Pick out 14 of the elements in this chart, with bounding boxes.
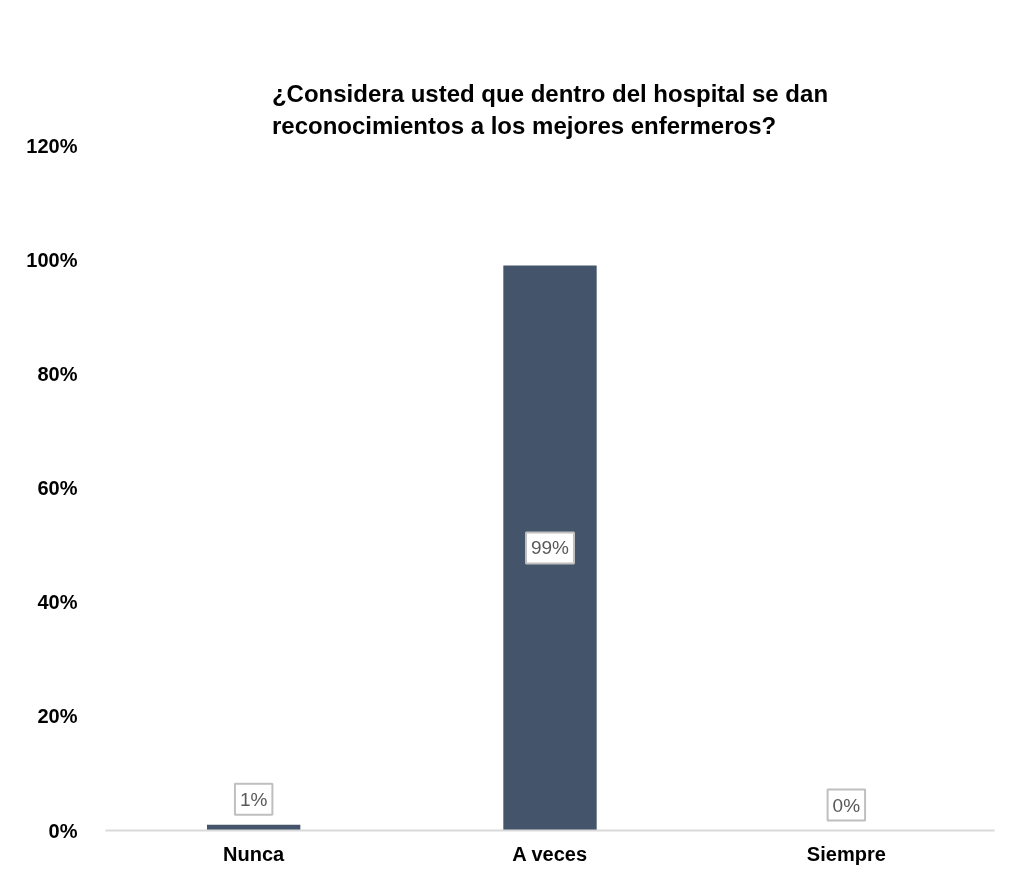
data-label: 0% bbox=[832, 794, 861, 816]
chart-title: ¿Considera usted que dentro del hospital se dan reconocimientos a los mejores enfermeros? bbox=[271, 80, 829, 140]
data-label: 99% bbox=[530, 537, 570, 559]
y-tick-label: 40% bbox=[37, 591, 78, 614]
x-tick-label: Nunca bbox=[223, 842, 286, 865]
y-tick-label: 100% bbox=[26, 248, 78, 271]
y-tick-label: 120% bbox=[26, 134, 78, 157]
y-tick-label: 60% bbox=[37, 477, 78, 499]
data-label: 1% bbox=[239, 788, 268, 810]
y-tick-label: 20% bbox=[37, 705, 78, 728]
y-tick-label: 80% bbox=[37, 362, 78, 385]
x-tick-label: A veces bbox=[512, 842, 588, 865]
x-tick-label: Siempre bbox=[806, 842, 886, 865]
y-tick-label: 0% bbox=[48, 819, 78, 842]
